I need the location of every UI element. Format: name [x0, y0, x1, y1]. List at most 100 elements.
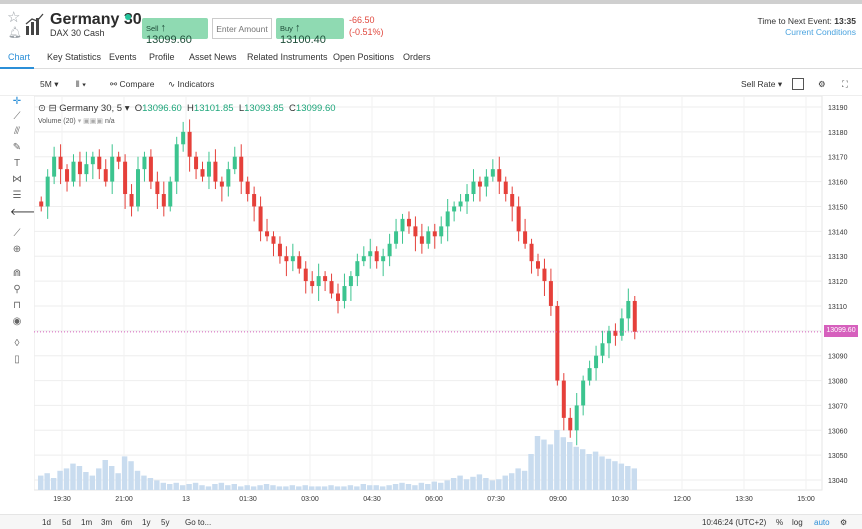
indicators-button[interactable]: ∿ Indicators: [168, 79, 214, 90]
goto-button[interactable]: Go to...: [185, 518, 212, 527]
active-tab-indicator: [0, 67, 34, 69]
volume-bar: [167, 484, 173, 490]
sell-button[interactable]: Sell ↑ 13099.60: [142, 18, 208, 46]
bottom-bar: 1d 5d 1m 3m 6m 1y 5y Go to... 10:46:24 (…: [0, 514, 862, 529]
candle-body: [323, 276, 328, 282]
chart-type-select[interactable]: ⫴ ▾: [76, 79, 86, 90]
volume-bar: [386, 485, 392, 490]
current-conditions-link[interactable]: Current Conditions: [785, 27, 856, 37]
tab-events[interactable]: Events: [109, 52, 137, 62]
text-icon[interactable]: T: [13, 158, 21, 169]
candle-body: [548, 281, 553, 306]
volume-bar: [63, 468, 70, 490]
volume-bar: [263, 484, 270, 490]
crosshair-icon[interactable]: ✛: [12, 96, 22, 107]
trash-icon[interactable]: ▯: [14, 354, 20, 365]
lock-drawings-icon[interactable]: ⚲: [13, 284, 21, 295]
candle-body: [368, 251, 373, 257]
tab-related-instruments[interactable]: Related Instruments: [247, 52, 328, 62]
volume-bar: [186, 484, 192, 490]
brush-icon[interactable]: ✎: [12, 142, 22, 153]
y-tick-label: 13060: [828, 428, 848, 435]
lock-icon[interactable]: ⊓: [13, 300, 21, 311]
zoom-icon[interactable]: ⊕: [12, 244, 22, 255]
legend-name: Germany 30, 5: [59, 103, 123, 114]
candle-body: [252, 194, 257, 207]
volume-bar: [76, 466, 83, 490]
volume-bar: [218, 482, 225, 490]
volume-bar: [605, 458, 612, 490]
tab-asset-news[interactable]: Asset News: [189, 52, 237, 62]
volume-bar: [554, 430, 560, 490]
range-1y[interactable]: 1y: [142, 518, 151, 527]
volume-bar: [160, 482, 167, 490]
rate-select[interactable]: Sell Rate ▾: [741, 79, 782, 90]
candle-body: [477, 181, 482, 187]
chart-legend: ⊙ ⊟ Germany 30, 5 ▾ O13096.60 H13101.85 …: [38, 103, 336, 114]
price-chart[interactable]: 13190 13180 13170 13160 13150 13140 13130 13120…: [34, 96, 862, 514]
percent-toggle[interactable]: %: [776, 518, 784, 527]
compare-button[interactable]: ⚯ Compare: [110, 79, 154, 90]
star-icon[interactable]: ☆: [7, 9, 21, 26]
trend-line-icon[interactable]: ⟋: [13, 111, 21, 122]
buy-price: 13100.40: [280, 34, 326, 46]
candle-body: [239, 156, 244, 182]
volume-bar: [521, 470, 528, 490]
expand-icon[interactable]: ⛶: [842, 79, 848, 89]
collapse-icon[interactable]: ⊙ ⊟: [38, 103, 57, 114]
bell-icon[interactable]: 🔔︎: [8, 27, 22, 39]
candle-body: [200, 169, 205, 177]
tab-key-statistics[interactable]: Key Statistics: [47, 52, 102, 62]
tab-chart[interactable]: Chart: [8, 52, 31, 62]
candle-body: [206, 161, 211, 177]
candle-body: [374, 251, 379, 262]
tab-orders[interactable]: Orders: [403, 52, 431, 62]
candle-body: [342, 286, 347, 301]
chevron-down-icon: ▾: [54, 79, 59, 89]
volume-bar: [444, 480, 450, 490]
gear-icon[interactable]: ⚙: [818, 79, 826, 89]
magnet-icon[interactable]: ⋒: [12, 268, 22, 279]
volume-bar: [302, 485, 308, 490]
ruler-icon[interactable]: ⟋: [13, 228, 21, 239]
volume-bar: [399, 482, 405, 490]
legend-high: 13101.85: [193, 103, 234, 114]
tab-open-positions[interactable]: Open Positions: [333, 52, 395, 62]
volume-bar: [431, 481, 437, 490]
auto-toggle[interactable]: auto: [814, 518, 830, 527]
back-arrow-icon[interactable]: 🡐: [10, 207, 37, 218]
pitchfork-icon[interactable]: ⫻: [14, 126, 20, 137]
eye-icon[interactable]: ◉: [12, 316, 22, 327]
buy-button[interactable]: Buy ↑ 13100.40: [276, 18, 344, 46]
volume-bar: [121, 456, 128, 490]
amount-input[interactable]: [212, 18, 272, 39]
volume-controls-icon[interactable]: ▾ ▣▣▣: [77, 118, 104, 125]
gear-icon[interactable]: ⚙: [840, 518, 848, 527]
range-1d[interactable]: 1d: [42, 518, 51, 527]
range-5d[interactable]: 5d: [62, 518, 71, 527]
pattern-icon[interactable]: ⋈: [12, 174, 22, 185]
fib-icon[interactable]: ☰: [12, 190, 22, 201]
legend-l-label: L: [238, 103, 245, 114]
range-6m[interactable]: 6m: [121, 518, 133, 527]
range-1m[interactable]: 1m: [81, 518, 93, 527]
chart-toolbar: 5M ▾ ⫴ ▾ ⚯ Compare ∿ Indicators Sell Rat…: [0, 74, 862, 96]
volume-bar: [244, 485, 250, 490]
range-3m[interactable]: 3m: [101, 518, 113, 527]
log-toggle[interactable]: log: [792, 518, 803, 527]
tab-profile[interactable]: Profile: [149, 52, 175, 62]
volume-bar: [508, 473, 515, 490]
candle-body: [484, 176, 489, 187]
layers-icon[interactable]: ◊: [14, 338, 20, 349]
candle-body: [574, 405, 579, 431]
volume-bar: [567, 442, 573, 490]
interval-select[interactable]: 5M ▾: [40, 79, 58, 90]
volume-bar: [102, 460, 108, 490]
range-5y[interactable]: 5y: [161, 518, 170, 527]
fullscreen-checkbox[interactable]: [792, 78, 804, 90]
candle-body: [226, 169, 231, 187]
candle-body: [316, 276, 321, 287]
y-tick-label: 13130: [828, 254, 848, 261]
y-tick-label: 13080: [828, 379, 848, 386]
candle-body: [542, 268, 547, 282]
